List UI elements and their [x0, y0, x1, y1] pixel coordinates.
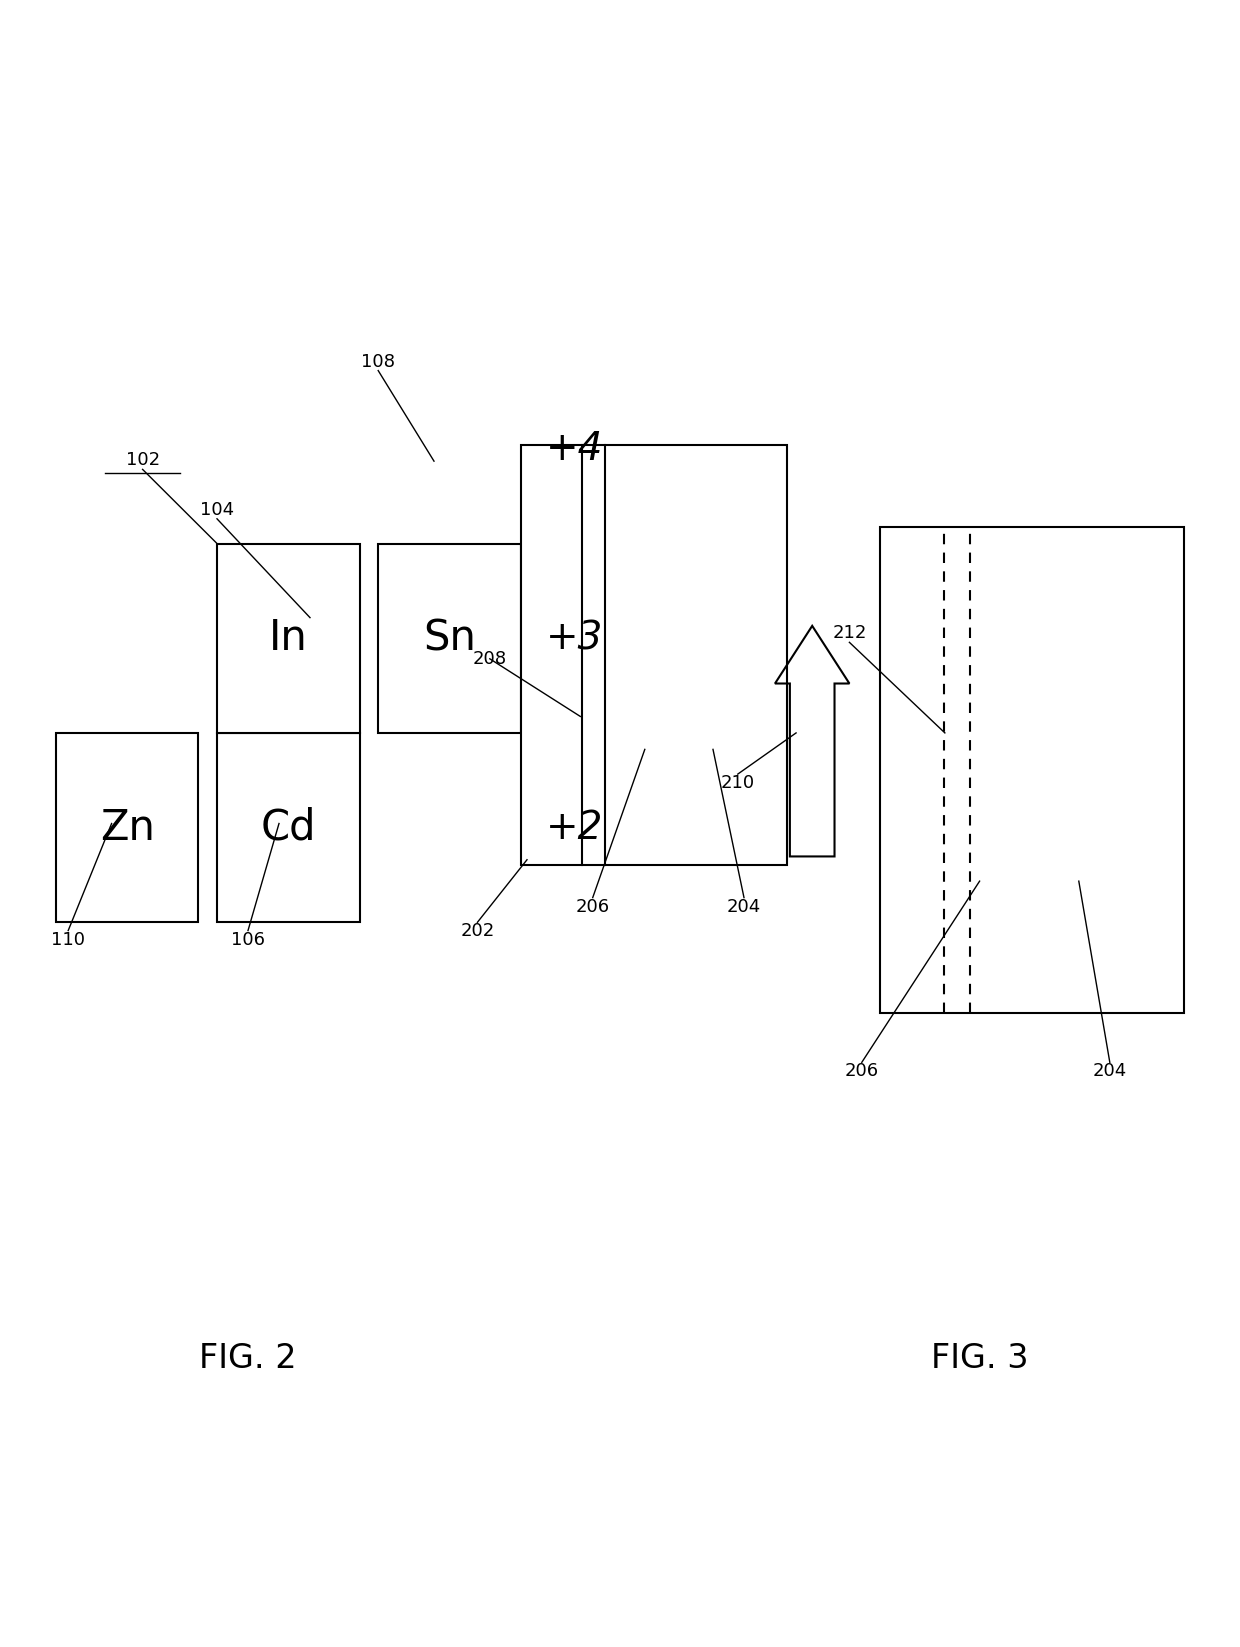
Text: 102: 102 [125, 451, 160, 469]
Bar [521, 445, 787, 865]
Bar [217, 733, 360, 922]
Text: 210: 210 [720, 774, 755, 792]
Text: 208: 208 [472, 651, 507, 667]
Bar [217, 544, 360, 733]
Bar [378, 544, 521, 733]
Text: Sn: Sn [423, 618, 476, 659]
Text: 212: 212 [832, 624, 867, 642]
Text: Cd: Cd [260, 807, 316, 848]
Bar [880, 527, 1184, 1013]
Text: +3: +3 [546, 619, 603, 657]
Text: 202: 202 [460, 922, 495, 940]
Text: 104: 104 [200, 501, 234, 519]
Text: +2: +2 [546, 809, 603, 847]
Text: 110: 110 [51, 931, 86, 949]
Text: 204: 204 [1092, 1062, 1127, 1080]
Text: 106: 106 [231, 931, 265, 949]
Text: In: In [269, 618, 308, 659]
Text: 108: 108 [361, 352, 396, 371]
Text: FIG. 3: FIG. 3 [931, 1342, 1028, 1375]
Text: 206: 206 [575, 898, 610, 916]
Bar [56, 733, 198, 922]
Text: Zn: Zn [99, 807, 155, 848]
Text: 204: 204 [727, 898, 761, 916]
Text: 206: 206 [844, 1062, 879, 1080]
Text: FIG. 2: FIG. 2 [200, 1342, 296, 1375]
Text: +4: +4 [546, 430, 603, 468]
